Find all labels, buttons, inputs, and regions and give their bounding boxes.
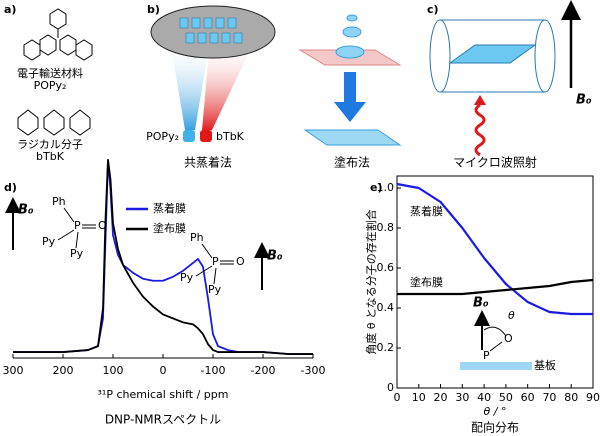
y-axis-label: 角度 θ となる分子の存在割合: [364, 209, 378, 354]
molecule-label: O: [98, 219, 107, 232]
series-line: [396, 182, 593, 316]
sample: [448, 44, 537, 64]
bond: [489, 341, 503, 352]
x-tick-label: 0: [160, 364, 167, 377]
atom-label: O: [504, 332, 513, 345]
x-axis-label: ³¹P chemical shift / ppm: [98, 388, 229, 401]
arrow: [334, 72, 366, 122]
droplet: [346, 14, 358, 22]
x-tick-label: -200: [251, 364, 276, 377]
molecule-popy2: [23, 8, 93, 61]
y-tick-label: 1.0: [377, 181, 395, 194]
vapor-cone: [202, 40, 255, 130]
substrate: [460, 362, 532, 370]
x-tick-label: 80: [564, 391, 578, 404]
y-tick-label: 0: [387, 381, 394, 394]
x-tick-label: 30: [455, 391, 469, 404]
y-tick-label: 0.8: [377, 221, 395, 234]
caption: DNP-NMRスペクトル: [105, 413, 221, 427]
method-label: マイクロ波照射: [453, 155, 537, 170]
x-tick-label: 50: [499, 391, 513, 404]
series-line: [397, 278, 594, 296]
x-tick-label: 10: [412, 391, 426, 404]
molecule-label: O: [236, 255, 245, 268]
x-tick-label: 20: [434, 391, 448, 404]
legend-label: 蒸着膜: [153, 201, 186, 215]
substrate-holder: [150, 5, 276, 59]
molecule-label: P: [74, 219, 81, 232]
x-tick-label: 60: [521, 391, 535, 404]
x-tick-label: 90: [586, 391, 600, 404]
plot-frame: [396, 175, 594, 389]
bond: [195, 243, 234, 285]
microwave: [474, 103, 486, 157]
molecule-label: Py: [180, 271, 194, 284]
x-tick-label: -300: [301, 364, 326, 377]
droplet: [342, 26, 362, 38]
atom-label: P: [483, 349, 490, 362]
panel-label: c): [427, 3, 439, 16]
field-label: B₀: [18, 203, 34, 218]
molecule-label: Ph: [190, 231, 204, 244]
cylinder: [429, 19, 556, 93]
x-tick-label: 40: [477, 391, 491, 404]
method-label: 塗布法: [334, 155, 370, 170]
series-line: [13, 159, 313, 355]
bond: [57, 207, 96, 249]
source-label: bTbK: [216, 130, 245, 143]
x-tick-label: 70: [542, 391, 556, 404]
field-label: B₀: [576, 93, 592, 108]
molecule-label: Ph: [52, 195, 66, 208]
field-label: B₀: [267, 249, 283, 264]
series-label: 蒸着膜: [410, 204, 443, 218]
angle-label: θ: [508, 309, 515, 322]
material-name: bTbK: [36, 150, 65, 163]
panel-label: b): [147, 3, 160, 16]
panel-label: e): [370, 181, 383, 194]
legend-label: 塗布膜: [153, 221, 186, 235]
molecule-label: P: [212, 255, 219, 268]
molecule-btbk: [17, 109, 91, 136]
y-tick-label: 0.4: [377, 301, 395, 314]
angle-arc: [483, 326, 507, 337]
molecule-label: Py: [70, 247, 84, 260]
y-tick-label: 0.6: [377, 261, 395, 274]
microwave-head: [474, 95, 486, 105]
x-tick-label: 0: [394, 391, 401, 404]
film-pattern: [179, 17, 243, 44]
droplet: [335, 45, 365, 59]
material-text: 電子輸送材料: [17, 66, 83, 80]
y-tick-label: 0.2: [377, 341, 395, 354]
source: [200, 130, 212, 142]
panel-label: d): [4, 181, 17, 194]
source-label: POPy₂: [146, 130, 179, 143]
x-tick-label: -100: [201, 364, 226, 377]
molecule-label: Py: [208, 283, 222, 296]
material-text: ラジカル分子: [17, 138, 83, 151]
field-label: B₀: [473, 296, 489, 311]
x-tick-label: 300: [3, 364, 24, 377]
molecule-label: Py: [42, 235, 56, 248]
material-name: POPy₂: [34, 79, 67, 92]
source: [183, 130, 195, 142]
x-tick-label: 100: [103, 364, 124, 377]
vapor-cone: [170, 40, 210, 130]
substrate-label: 基板: [534, 358, 556, 372]
caption: 配向分布: [471, 420, 519, 435]
x-axis-label: θ / °: [484, 405, 507, 418]
method-label: 共蒸着法: [184, 155, 232, 170]
series-label: 塗布膜: [410, 275, 443, 289]
x-tick-label: 200: [53, 364, 74, 377]
coated-substrate: [303, 129, 402, 146]
panel-label: a): [4, 3, 16, 16]
